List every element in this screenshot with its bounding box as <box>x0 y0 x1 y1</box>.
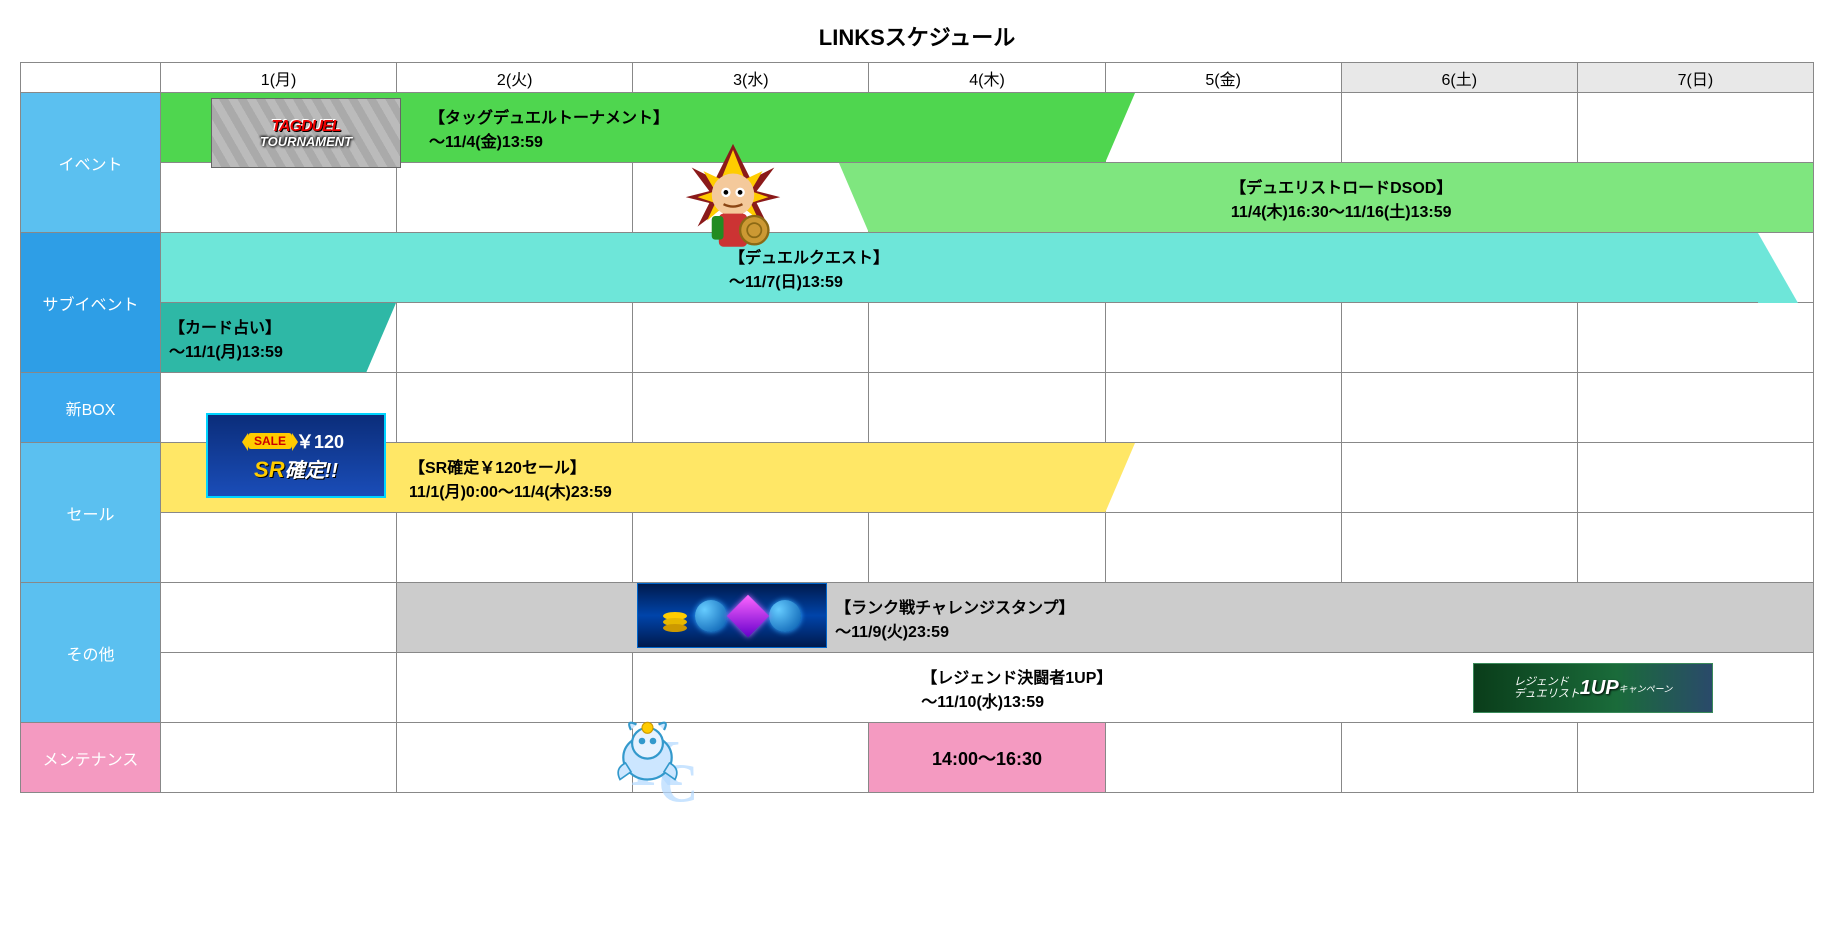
bar-srsale: SALE￥120 SR確定!! 【SR確定￥120セール】 11/1(月)0:0… <box>161 443 1105 512</box>
character-yugi-icon <box>673 138 793 268</box>
bar-dsod: 【デュエリストロードDSOD】 11/4(木)16:30〜11/16(土)13:… <box>869 163 1813 232</box>
rowlabel-other: その他 <box>21 583 161 723</box>
cell-maint: 14:00〜16:30 <box>869 723 1105 793</box>
header-day-7: 7(日) <box>1577 63 1813 93</box>
orb-badge-icon <box>637 583 827 648</box>
bar-duelquest: 【デュエルクエスト】 〜11/7(日)13:59 <box>161 233 1758 302</box>
cell-tagduel: TAGDUEL TOURNAMENT 【タッグデュエルトーナメント】 〜11/4… <box>161 93 1106 163</box>
rowlabel-subevent: サブイベント <box>21 233 161 373</box>
rowlabel-sale: セール <box>21 443 161 583</box>
sale-badge-icon: SALE￥120 SR確定!! <box>206 413 386 498</box>
bar-cardfortune: 【カード占い】 〜11/1(月)13:59 <box>161 303 366 372</box>
header-day-2: 2(火) <box>397 63 633 93</box>
page-title: LINKSスケジュール <box>20 20 1814 52</box>
cell-legend1up: 【レジェンド決闘者1UP】 〜11/10(水)13:59 レジェンド デュエリス… <box>633 653 1814 723</box>
tournament-badge-icon: TAGDUEL TOURNAMENT <box>211 98 401 168</box>
cell-rankstamp: 【ランク戦チャレンジスタンプ】 〜11/9(火)23:59 <box>397 583 1814 653</box>
header-day-5: 5(金) <box>1105 63 1341 93</box>
header-row: 1(月) 2(火) 3(水) 4(木) 5(金) 6(土) 7(日) <box>21 63 1814 93</box>
schedule-table: 1(月) 2(火) 3(水) 4(木) 5(金) 6(土) 7(日) イベント … <box>20 62 1814 793</box>
header-day-3: 3(水) <box>633 63 869 93</box>
bar-tagduel: TAGDUEL TOURNAMENT 【タッグデュエルトーナメント】 〜11/4… <box>161 93 1105 162</box>
legend-1up-badge-icon: レジェンド デュエリスト 1UP キャンペーン <box>1473 663 1713 713</box>
cell-cardfortune: 【カード占い】 〜11/1(月)13:59 <box>161 303 397 373</box>
header-day-6: 6(土) <box>1341 63 1577 93</box>
rowlabel-maint: メンテナンス <box>21 723 161 793</box>
header-day-1: 1(月) <box>161 63 397 93</box>
bar-legend1up: 【レジェンド決闘者1UP】 〜11/10(水)13:59 レジェンド デュエリス… <box>633 653 1813 722</box>
header-day-4: 4(木) <box>869 63 1105 93</box>
cell-srsale: SALE￥120 SR確定!! 【SR確定￥120セール】 11/1(月)0:0… <box>161 443 1106 513</box>
cell-duelquest: 【デュエルクエスト】 〜11/7(日)13:59 <box>161 233 1814 303</box>
bar-rankstamp: 【ランク戦チャレンジスタンプ】 〜11/9(火)23:59 <box>397 583 1813 652</box>
rowlabel-event: イベント <box>21 93 161 233</box>
kc-dragon-icon: K C <box>598 708 708 818</box>
header-blank <box>21 63 161 93</box>
rowlabel-newbox: 新BOX <box>21 373 161 443</box>
cell-dsod: 【デュエリストロードDSOD】 11/4(木)16:30〜11/16(土)13:… <box>869 163 1814 233</box>
